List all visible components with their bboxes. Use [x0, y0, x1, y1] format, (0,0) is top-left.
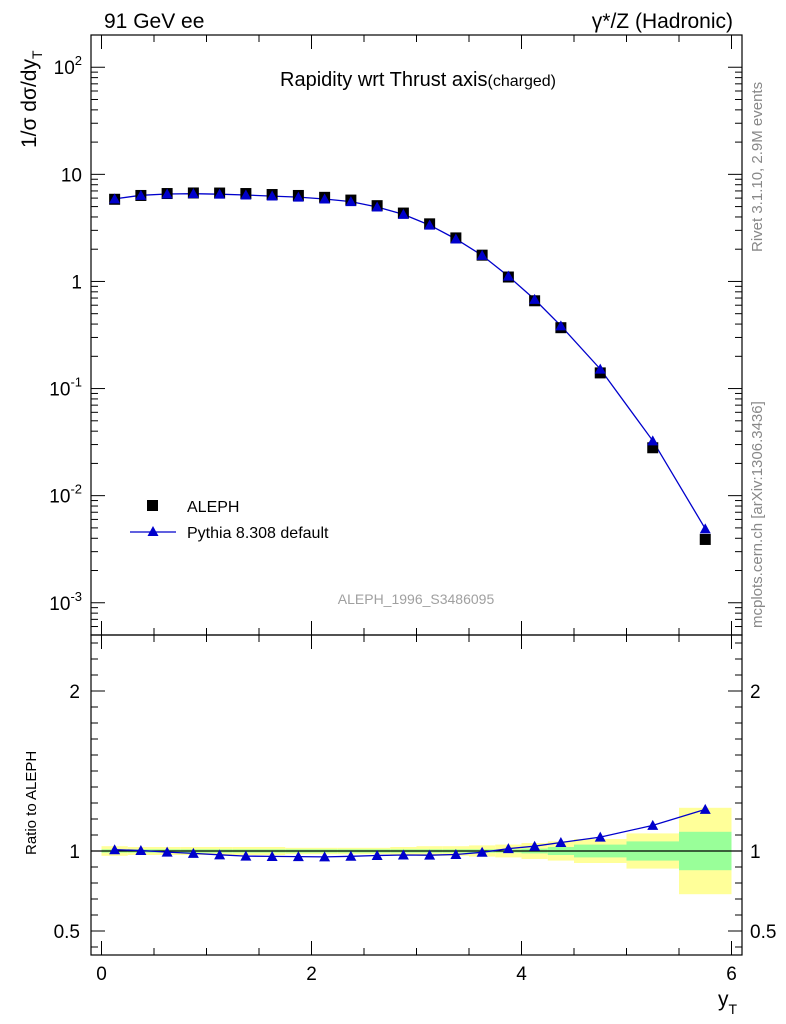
pythia-data-point [266, 190, 278, 201]
pythia-ratio-point [502, 843, 514, 854]
main-axis-ticks [91, 34, 742, 636]
ratio-y-tick-label-right: 2 [750, 682, 761, 703]
pythia-ratio-point [699, 803, 711, 814]
pythia-ratio-point [397, 849, 409, 860]
main-y-tick-label: 10-1 [49, 375, 82, 401]
main-y-axis-label-sub: T [29, 50, 45, 59]
pythia-data-point [109, 193, 121, 204]
legend-aleph-marker [147, 500, 158, 511]
pythia-data-point [397, 208, 409, 219]
pythia-ratio-point [594, 831, 606, 842]
main-panel: 10-3 10-2 10-1 1 10 102 Rapidity wrt Thrust a… [18, 34, 743, 636]
main-y-tick-label: 1 [71, 272, 82, 293]
pythia-ratio-point [135, 845, 147, 856]
pythia-ratio-point [266, 850, 278, 861]
pythia-data-point [161, 188, 173, 199]
pythia-ratio-point [187, 847, 199, 858]
ratio-axis-ticks [91, 635, 742, 955]
pythia-data-point [135, 189, 147, 200]
analysis-watermark: ALEPH_1996_S3486095 [338, 591, 495, 607]
pythia-data-point [647, 435, 659, 446]
rivet-version-label: Rivet 3.1.10, 2.9M events [749, 82, 766, 252]
pythia-data-point [594, 363, 606, 374]
x-tick-label: 6 [726, 964, 737, 985]
pythia-ratio-point [161, 846, 173, 857]
pythia-data-point [450, 233, 462, 244]
pythia-data-point [476, 249, 488, 260]
ratio-y-tick-label-right: 1 [750, 842, 761, 863]
main-y-tick-label: 102 [54, 53, 82, 79]
main-y-tick-label: 10-3 [49, 589, 82, 615]
aleph-markers [109, 187, 711, 545]
ratio-y-tick-label: 1 [69, 842, 80, 863]
chart-title-main: Rapidity wrt Thrust axis [280, 69, 487, 91]
ratio-frame [90, 634, 743, 956]
main-y-axis-label-text: 1/σ dσ/dy [18, 59, 41, 148]
ratio-x-tick-labels: 0 2 4 6 [96, 964, 737, 985]
energy-label: 91 GeV ee [104, 10, 204, 33]
chart-title: Rapidity wrt Thrust axis(charged) [280, 69, 556, 91]
aleph-data-point [699, 533, 711, 545]
pythia-ratio-point [450, 849, 462, 860]
x-tick-label: 4 [516, 964, 527, 985]
main-y-axis-label: 1/σ dσ/dyT [18, 50, 45, 148]
pythia-data-point [240, 189, 252, 200]
pythia-data-point [502, 270, 514, 281]
pythia-ratio-markers [109, 803, 711, 862]
pythia-data-point [699, 523, 711, 534]
pythia-ratio-point [476, 846, 488, 857]
ratio-y-tick-label-right: 0.5 [750, 922, 776, 943]
pythia-ratio-point [555, 837, 567, 848]
main-frame [90, 34, 743, 636]
chart-title-sub: (charged) [488, 73, 556, 90]
pythia-ratio-point [647, 819, 659, 830]
pythia-ratio-point [292, 851, 304, 862]
pythia-ratio-point [371, 849, 383, 860]
pythia-data-point [424, 219, 436, 230]
pythia-data-point [319, 193, 331, 204]
aleph-data-point [647, 442, 659, 454]
pythia-ratio-point [109, 844, 121, 855]
pythia-data-point [214, 188, 226, 199]
pythia-data-point [529, 293, 541, 304]
process-label: γ*/Z (Hadronic) [592, 10, 733, 33]
ratio-y-tick-labels: 0.5 0.5 1 1 2 2 [54, 682, 777, 943]
mcplots-reference-label: mcplots.cern.ch [arXiv:1306.3436] [749, 401, 766, 628]
pythia-data-point [187, 188, 199, 199]
ratio-y-tick-label: 2 [69, 682, 80, 703]
legend-pythia-marker [147, 526, 159, 536]
pythia-main-markers [109, 188, 711, 534]
pythia-data-point [555, 320, 567, 331]
ratio-panel: 0.5 0.5 1 1 2 2 0 2 4 6 Ratio to ALEPH yT [23, 634, 777, 1017]
ratio-y-tick-label: 0.5 [54, 922, 80, 943]
main-y-tick-labels: 10-3 10-2 10-1 1 10 102 [49, 53, 82, 615]
pythia-ratio-point [214, 849, 226, 860]
pythia-ratio-point [319, 851, 331, 862]
main-y-tick-label: 10-2 [49, 482, 82, 508]
x-axis-label: yT [718, 988, 738, 1017]
ratio-y-axis-label: Ratio to ALEPH [23, 751, 40, 855]
pythia-data-point [292, 191, 304, 202]
pythia-ratio-point [529, 840, 541, 851]
x-axis-label-sub: T [729, 1001, 738, 1017]
pythia-ratio-point [345, 850, 357, 861]
pythia-ratio-point [240, 850, 252, 861]
legend-pythia-label: Pythia 8.308 default [187, 525, 329, 542]
pythia-data-point [345, 196, 357, 207]
main-y-tick-label: 10 [61, 165, 82, 186]
x-tick-label: 0 [96, 964, 107, 985]
pythia-main-line [114, 193, 706, 530]
pythia-data-point [371, 201, 383, 212]
legend: ALEPH Pythia 8.308 default [130, 499, 329, 542]
x-axis-label-text: y [718, 988, 729, 1011]
x-tick-label: 2 [306, 964, 317, 985]
legend-aleph-label: ALEPH [187, 499, 239, 516]
pythia-ratio-point [424, 849, 436, 860]
